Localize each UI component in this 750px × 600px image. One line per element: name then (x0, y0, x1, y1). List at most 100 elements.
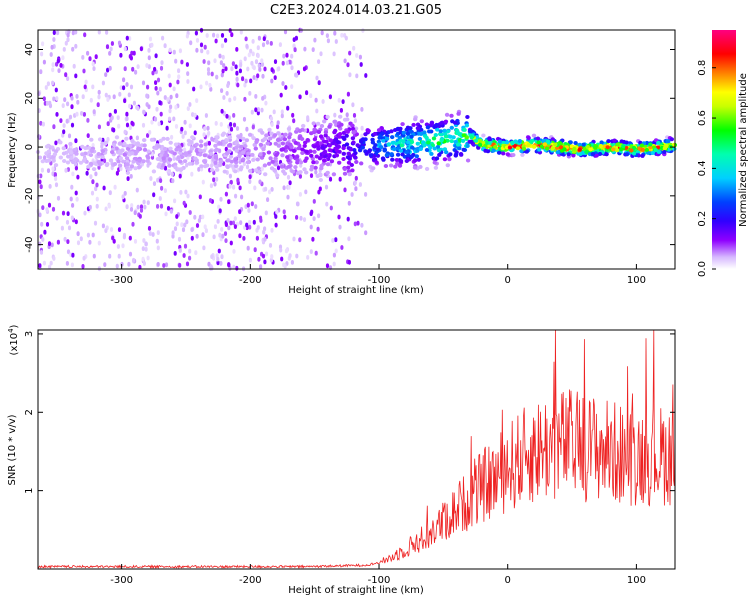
signal-cell (210, 168, 215, 172)
noise-cell (75, 196, 79, 202)
noise-cell (71, 252, 75, 258)
snr-multiplier: (x104) (7, 324, 20, 355)
signal-cell (465, 115, 470, 119)
signal-cell (346, 151, 351, 156)
signal-cell (510, 141, 515, 146)
signal-cell (342, 171, 348, 176)
noise-cell (97, 89, 101, 95)
noise-cell (146, 255, 150, 261)
noise-cell (206, 49, 210, 55)
noise-cell (352, 45, 356, 51)
signal-cell (334, 153, 340, 158)
signal-cell (445, 163, 450, 168)
noise-cell (213, 181, 217, 187)
signal-cell (341, 151, 346, 156)
signal-cell (452, 120, 458, 125)
noise-cell (312, 216, 316, 222)
signal-cell (656, 149, 661, 154)
signal-cell (129, 164, 135, 169)
noise-cell (219, 261, 223, 266)
x-tick-label: -300 (110, 275, 133, 286)
noise-cell (213, 58, 217, 64)
signal-cell (433, 133, 438, 137)
noise-cell (290, 65, 294, 71)
noise-cell (168, 47, 172, 53)
signal-cell (100, 155, 105, 160)
noise-cell (270, 228, 274, 233)
noise-cell (88, 239, 92, 245)
noise-cell (236, 177, 240, 183)
signal-cell (419, 119, 424, 124)
noise-cell (295, 215, 299, 220)
signal-cell (604, 152, 609, 157)
noise-cell (256, 107, 260, 112)
noise-cell (119, 52, 123, 58)
signal-cell (52, 152, 58, 157)
noise-cell (63, 236, 67, 242)
signal-cell (401, 130, 406, 135)
colorbar-tick-label: 0.0 (697, 261, 708, 277)
noise-cell (311, 47, 315, 52)
signal-cell (221, 131, 227, 136)
signal-cell (319, 166, 324, 171)
signal-cell (258, 152, 263, 157)
noise-cell (230, 66, 234, 72)
noise-cell (206, 125, 210, 131)
noise-cell (264, 210, 268, 216)
signal-cell (198, 143, 204, 148)
signal-cell (304, 170, 309, 175)
signal-cell (593, 145, 598, 150)
noise-cell (54, 176, 58, 182)
y-tick-label: 0 (24, 144, 35, 150)
signal-cell (650, 151, 655, 155)
noise-cell (38, 179, 42, 185)
noise-cell (143, 204, 147, 210)
signal-cell (323, 130, 329, 135)
signal-cell (167, 157, 173, 162)
signal-cell (346, 160, 352, 165)
signal-cell (88, 153, 94, 157)
noise-cell (106, 97, 110, 102)
noise-cell (203, 224, 207, 230)
noise-cell (238, 233, 242, 239)
noise-cell (354, 175, 358, 181)
signal-cell (461, 133, 467, 138)
noise-cell (142, 199, 146, 205)
signal-cell (429, 151, 434, 156)
noise-cell (270, 78, 274, 84)
noise-cell (88, 56, 92, 62)
signal-cell (621, 144, 626, 149)
noise-cell (238, 209, 242, 215)
noise-cell (178, 263, 182, 268)
signal-cell (281, 169, 286, 174)
signal-cell (89, 137, 94, 142)
noise-cell (331, 238, 335, 243)
noise-cell (168, 108, 172, 114)
signal-cell (129, 151, 135, 156)
signal-cell (251, 157, 256, 162)
signal-cell (283, 132, 288, 137)
signal-cell (590, 152, 596, 156)
noise-cell (83, 210, 87, 216)
noise-cell (186, 106, 190, 111)
noise-cell (201, 232, 205, 238)
noise-cell (311, 236, 315, 242)
signal-cell (268, 156, 273, 161)
signal-cell (58, 140, 63, 145)
noise-cell (86, 133, 90, 139)
noise-cell (91, 232, 95, 238)
signal-cell (481, 140, 486, 145)
noise-cell (154, 86, 158, 91)
signal-cell (350, 123, 355, 128)
noise-cell (89, 174, 93, 180)
noise-cell (102, 185, 106, 191)
noise-cell (212, 32, 216, 38)
noise-cell (248, 91, 252, 96)
signal-cell (398, 126, 403, 131)
noise-cell (318, 186, 322, 192)
signal-cell (487, 136, 492, 141)
noise-cell (104, 72, 108, 77)
noise-cell (272, 109, 276, 115)
noise-cell (328, 94, 332, 100)
noise-cell (105, 44, 110, 50)
